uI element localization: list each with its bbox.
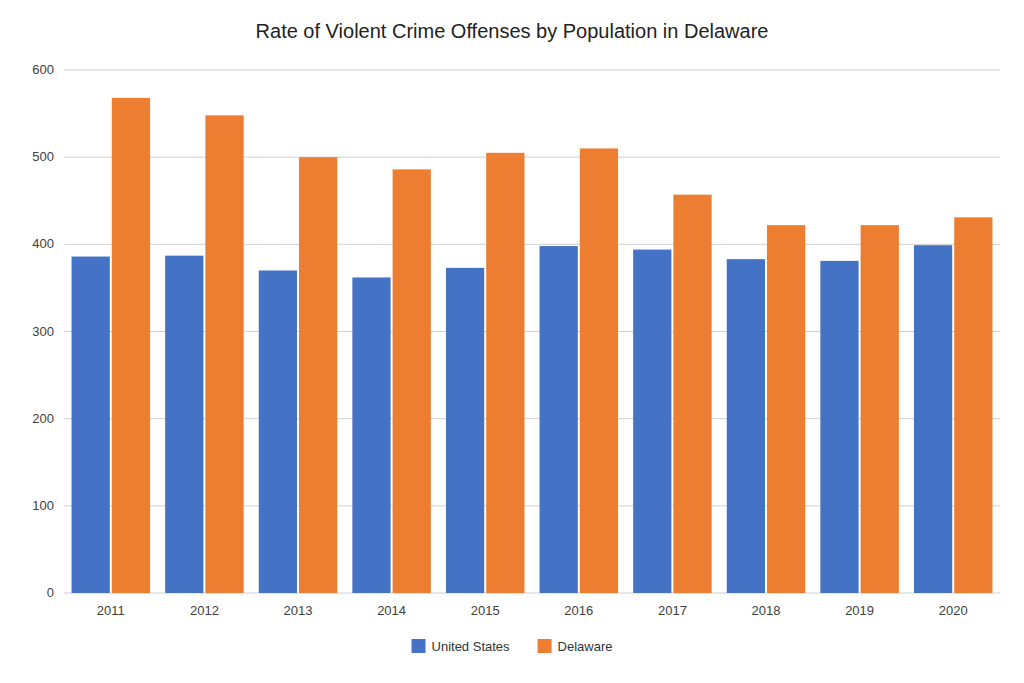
bar xyxy=(72,257,110,593)
bar xyxy=(767,225,805,593)
x-tick-label: 2019 xyxy=(845,603,874,618)
bar xyxy=(540,246,578,593)
bar xyxy=(820,261,858,593)
x-tick-label: 2018 xyxy=(752,603,781,618)
grid-line xyxy=(64,505,1000,506)
y-tick-label: 400 xyxy=(32,236,54,251)
x-tick-label: 2013 xyxy=(284,603,313,618)
bar xyxy=(914,245,952,593)
legend-item: United States xyxy=(412,639,511,654)
legend-label: Delaware xyxy=(558,639,613,654)
bar xyxy=(299,157,337,593)
bar xyxy=(954,217,992,593)
bar xyxy=(165,256,203,593)
bar xyxy=(861,225,899,593)
y-tick-label: 600 xyxy=(32,62,54,77)
x-tick-label: 2011 xyxy=(97,603,125,618)
legend-label: United States xyxy=(432,639,511,654)
bar xyxy=(673,195,711,593)
bar xyxy=(205,115,243,593)
chart-title: Rate of Violent Crime Offenses by Popula… xyxy=(256,20,769,42)
y-tick-label: 300 xyxy=(32,324,54,339)
bar xyxy=(393,169,431,593)
grid-line xyxy=(64,244,1000,245)
x-tick-label: 2020 xyxy=(939,603,968,618)
y-tick-label: 200 xyxy=(32,411,54,426)
y-tick-label: 100 xyxy=(32,498,54,513)
bar xyxy=(633,250,671,593)
legend: United States Delaware xyxy=(412,639,613,654)
bar xyxy=(486,153,524,593)
bar xyxy=(580,148,618,593)
grid-line xyxy=(64,418,1000,419)
chart-container: Rate of Violent Crime Offenses by Popula… xyxy=(0,0,1024,683)
x-axis: 2011 2012 2013 2014 2015 2016 2017 2018 2019 2020 xyxy=(97,603,968,618)
bar xyxy=(112,98,150,593)
bar xyxy=(352,277,390,593)
x-tick-label: 2015 xyxy=(471,603,500,618)
bar xyxy=(446,268,484,593)
y-tick-label: 500 xyxy=(32,149,54,164)
y-axis: 0 100 200 300 400 500 600 xyxy=(32,62,1000,600)
x-tick-label: 2017 xyxy=(658,603,687,618)
legend-swatch xyxy=(538,639,552,653)
legend-swatch xyxy=(412,639,426,653)
grid-line xyxy=(64,157,1000,158)
bars xyxy=(72,98,993,593)
chart: Rate of Violent Crime Offenses by Popula… xyxy=(0,0,1024,683)
bar xyxy=(259,270,297,593)
grid-line xyxy=(64,593,1000,594)
x-tick-label: 2014 xyxy=(377,603,406,618)
legend-item: Delaware xyxy=(538,639,613,654)
grid-line xyxy=(64,70,1000,71)
bar xyxy=(727,259,765,593)
y-tick-label: 0 xyxy=(47,585,54,600)
grid-line xyxy=(64,331,1000,332)
x-tick-label: 2012 xyxy=(190,603,219,618)
x-tick-label: 2016 xyxy=(564,603,593,618)
